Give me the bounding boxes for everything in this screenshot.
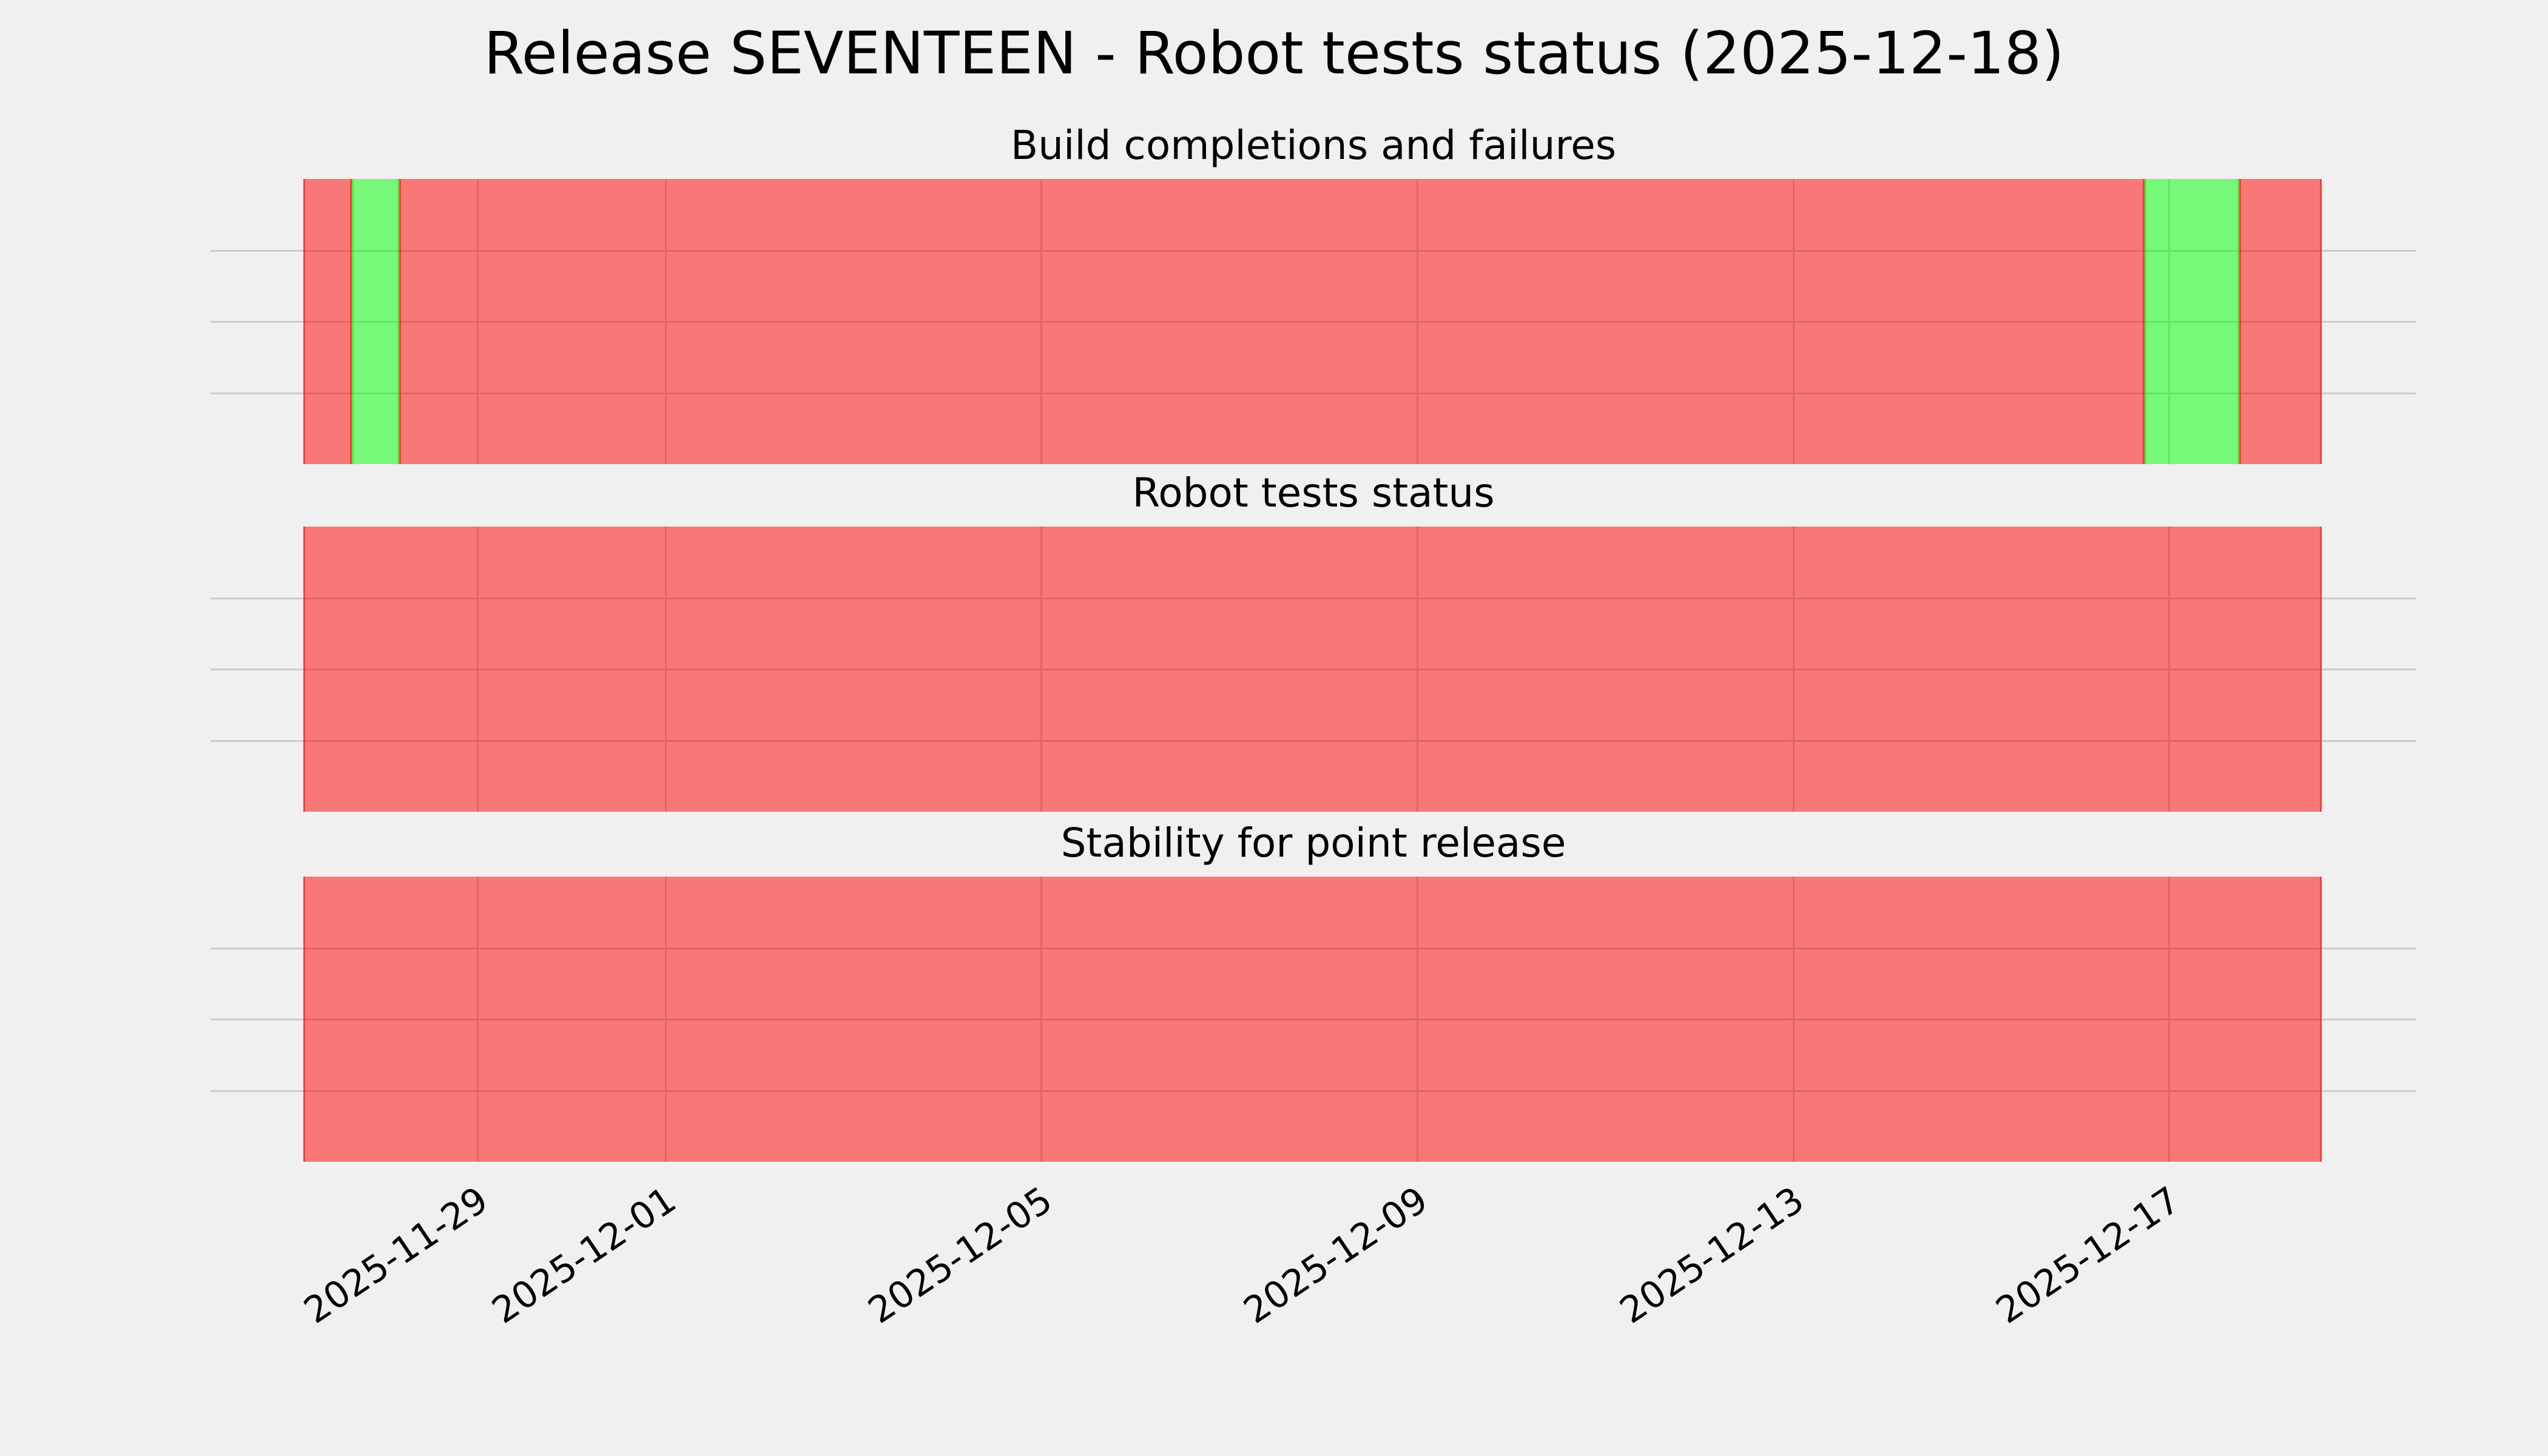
subplot-axes-robot-tests [211,527,2416,812]
x-tick-label: 2025-12-05 [860,1178,1060,1332]
status-span-failure [303,527,2322,812]
x-tick-label: 2025-12-01 [484,1178,684,1332]
subplot-title-build-completions: Build completions and failures [1010,122,1617,169]
x-tick-label: 2025-11-29 [297,1178,496,1332]
subplot-axes-build-completions [211,179,2416,464]
x-tick-label: 2025-12-09 [1236,1178,1436,1332]
status-span-success [352,179,399,464]
status-span-failure [399,179,2145,464]
status-span-failure [303,877,2322,1162]
figure-title: Release SEVENTEEN - Robot tests status (… [484,19,2064,87]
subplot-axes-stability [211,877,2416,1162]
x-tick-label: 2025-12-17 [1988,1178,2188,1332]
subplot-title-robot-tests: Robot tests status [1132,470,1495,516]
status-span-failure [2239,179,2322,464]
subplot-title-stability: Stability for point release [1060,820,1566,866]
x-tick-label: 2025-12-13 [1612,1178,1812,1332]
status-span-success [2144,179,2240,464]
status-span-failure [303,179,352,464]
